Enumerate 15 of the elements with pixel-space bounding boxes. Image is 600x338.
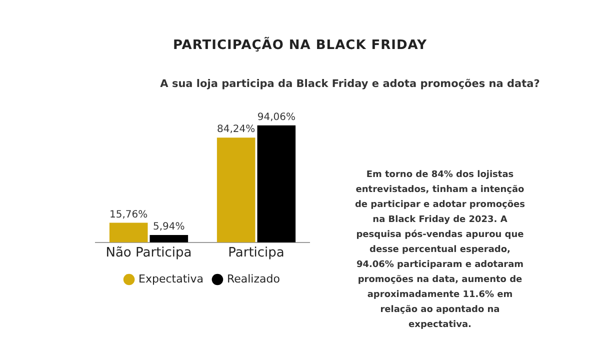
data-label: 94,06%: [257, 112, 296, 123]
bar: [109, 222, 148, 242]
bar: [216, 138, 256, 242]
text: A sua loja participa da Black Friday e adota promoções na data?: [159, 78, 541, 90]
legend-label: Expectativa: [138, 272, 204, 286]
data-label: 84,24%: [217, 124, 256, 136]
x-tick-label: Não Participa: [106, 246, 192, 261]
x-tick-label: Participa: [228, 246, 284, 261]
bar: [150, 235, 188, 242]
text: Em torno de 84% dos lojistas entrevistados, tinham a intenção de participar e adotar promoções na Black Friday de 2023. A pesquisa pós-vendas apurou que desse percentual esperado, 94.06% participaram e adotaram promoções na data, aumento de aproximadamente 11.6% em relação ao apontado na expectativa.: [354, 170, 525, 330]
data-label: 5,94%: [153, 222, 185, 233]
data-label: 15,76%: [110, 209, 148, 220]
bar: [257, 125, 296, 242]
chart-title: PARTICIPAÇÃO NA BLACK FRIDAY: [172, 38, 428, 53]
legend-label: Realizado: [226, 272, 280, 286]
